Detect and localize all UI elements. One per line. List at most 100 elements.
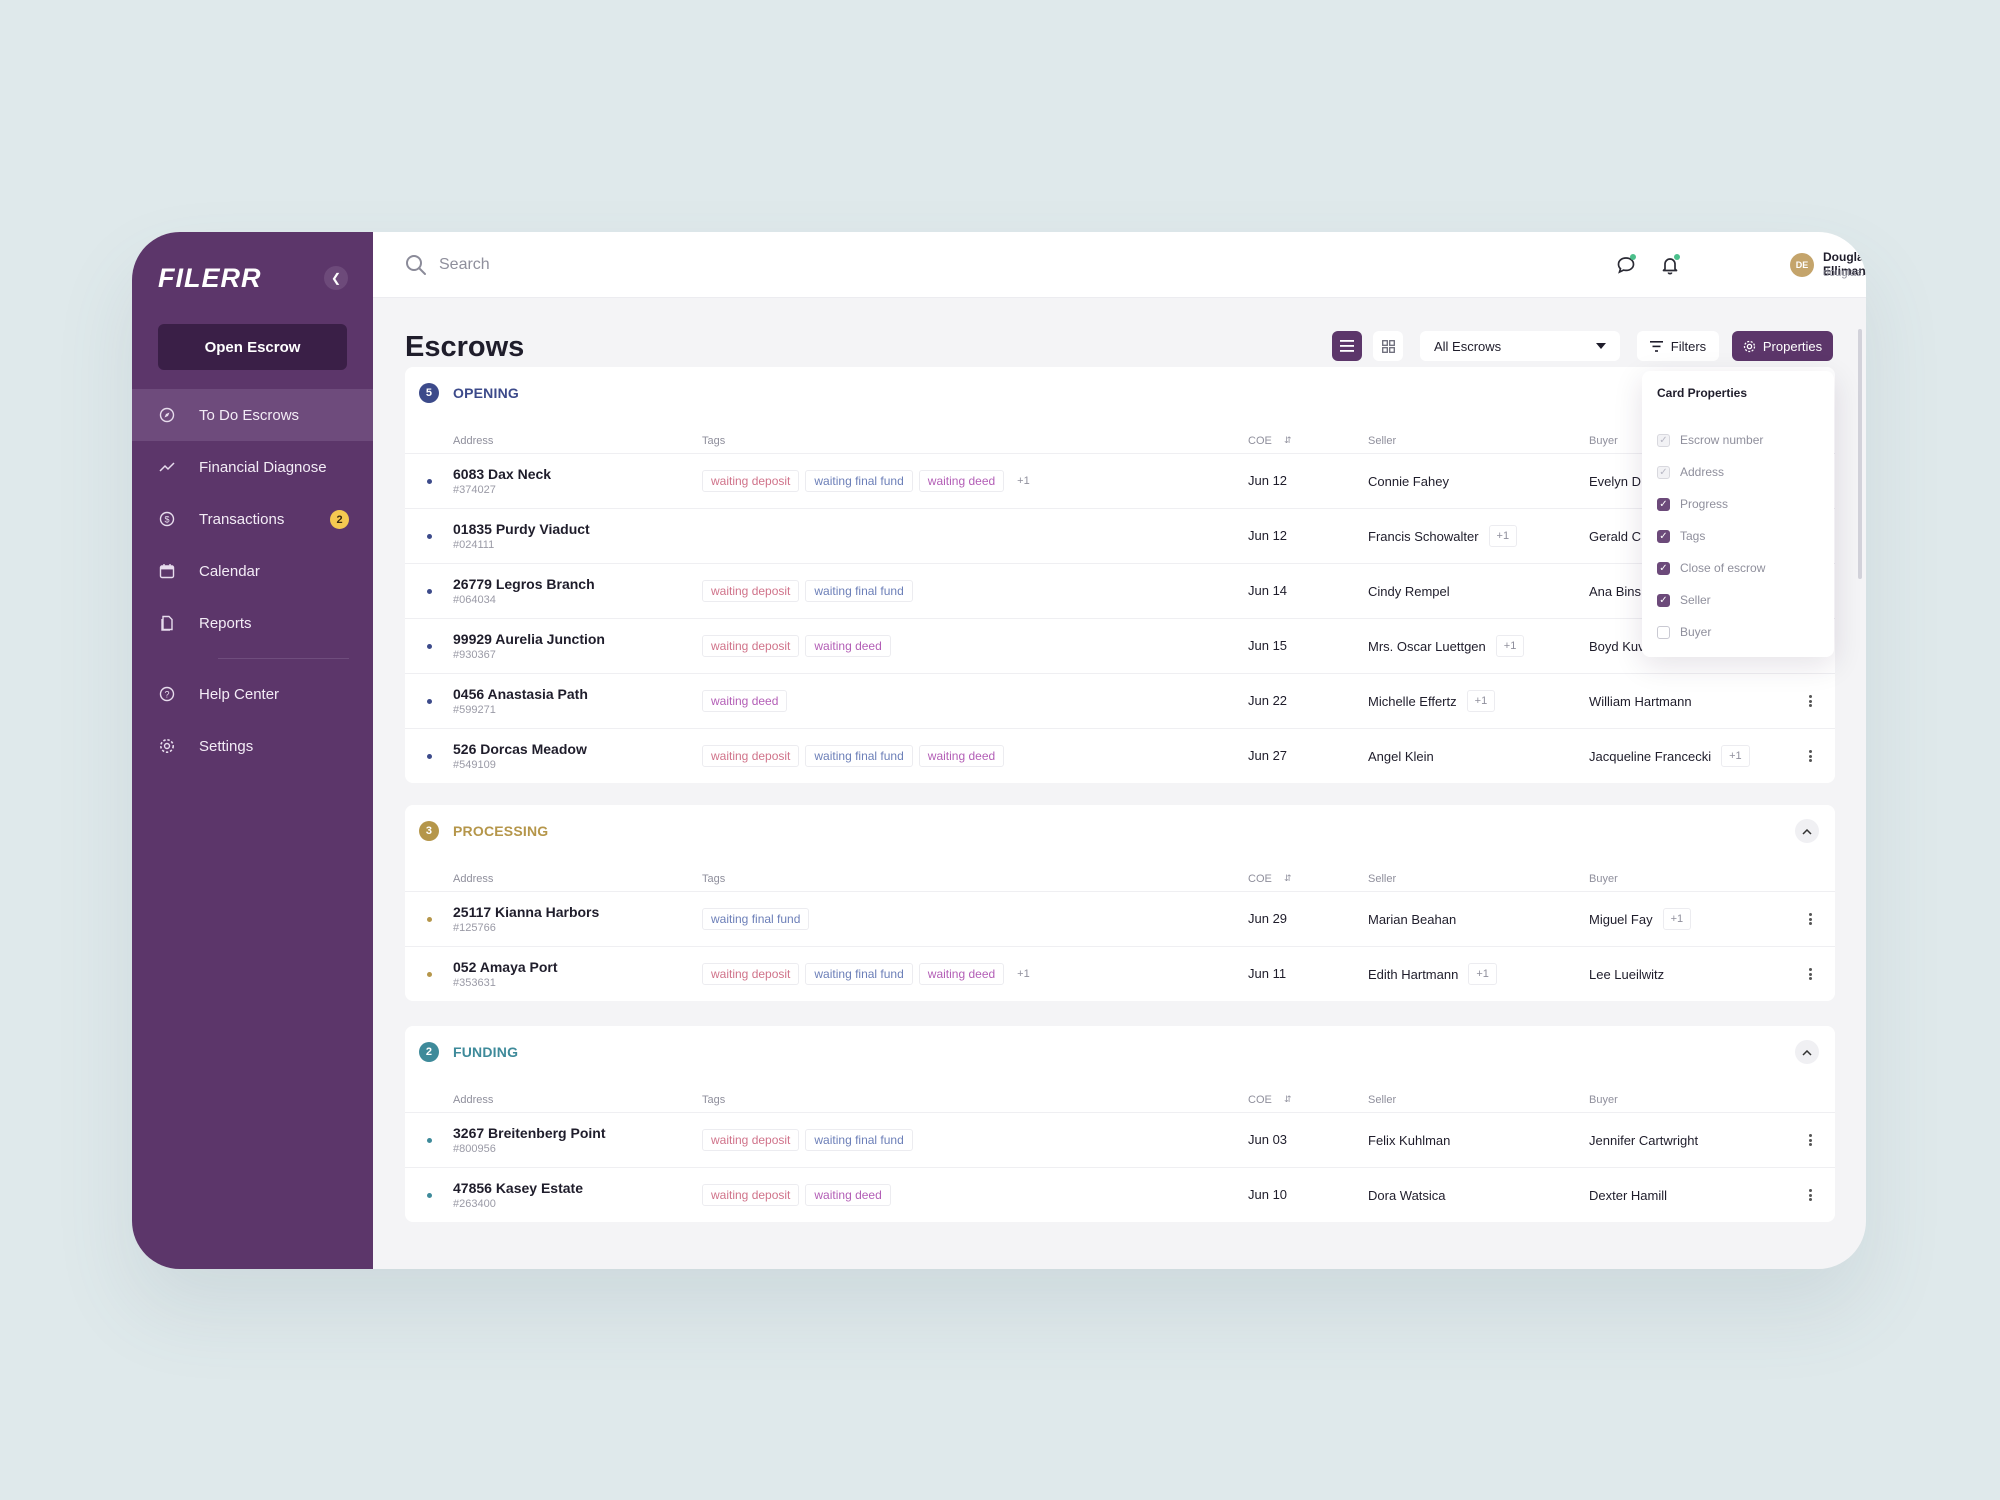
property-buyer[interactable]: Buyer — [1657, 625, 1711, 639]
transactions-count-badge: 2 — [330, 510, 349, 529]
sidebar-item-settings[interactable]: Settings — [132, 720, 373, 772]
collapse-sidebar-button[interactable]: ❮ — [324, 266, 348, 290]
filters-label: Filters — [1670, 338, 1707, 354]
gear-icon — [1743, 340, 1756, 352]
row-more-menu-button[interactable] — [1805, 1186, 1815, 1204]
row-more-menu-button[interactable] — [1805, 910, 1815, 928]
kebab-dot-icon — [1808, 968, 1812, 971]
property-close-of-escrow[interactable]: ✓ Close of escrow — [1657, 561, 1765, 575]
sidebar-item-calendar[interactable]: Calendar — [132, 545, 373, 597]
escrow-section-funding: 2 FUNDING Address Tags COE ⇵ Seller Buyer 3267 B… — [405, 1026, 1835, 1222]
column-header-seller: Seller — [1368, 435, 1397, 447]
sidebar-item-label: Help Center — [199, 685, 280, 703]
filters-button[interactable]: Filters — [1637, 331, 1719, 361]
section-header[interactable]: 2 FUNDING — [419, 1042, 518, 1062]
kebab-dot-icon — [1808, 1198, 1812, 1201]
row-close-of-escrow: Jun 12 — [1248, 528, 1288, 543]
notifications-button[interactable] — [1657, 252, 1683, 278]
sidebar-item-transactions[interactable]: $ Transactions 2 — [132, 493, 373, 545]
table-row[interactable]: 47856 Kasey Estate #263400 waiting deposit… — [405, 1167, 1835, 1221]
seller-more-count[interactable]: +1 — [1488, 525, 1518, 547]
tag-waiting-deed: waiting deed — [702, 690, 788, 712]
list-view-button[interactable] — [1332, 331, 1362, 361]
row-address: 01835 Purdy Viaduct — [453, 521, 590, 537]
escrow-filter-select[interactable]: All Escrows — [1420, 331, 1620, 361]
property-seller[interactable]: ✓ Seller — [1657, 593, 1711, 607]
property-escrow-number[interactable]: ✓ Escrow number — [1657, 433, 1763, 447]
section-header[interactable]: 5 OPENING — [419, 383, 519, 403]
checkbox[interactable] — [1657, 625, 1670, 639]
row-buyer: Evelyn D — [1589, 470, 1641, 492]
buyer-more-count[interactable]: +1 — [1662, 908, 1692, 930]
tag-waiting-final-fund: waiting final fund — [805, 1129, 913, 1151]
table-row[interactable]: 526 Dorcas Meadow #549109 waiting deposit w… — [405, 728, 1835, 782]
row-more-menu-button[interactable] — [1805, 747, 1815, 765]
buyer-name: Jennifer Cartwright — [1589, 1132, 1699, 1148]
checkbox[interactable]: ✓ — [1657, 593, 1670, 607]
table-row[interactable]: 25117 Kianna Harbors #125766 waiting final… — [405, 891, 1835, 945]
property-progress[interactable]: ✓ Progress — [1657, 497, 1728, 511]
tags-more-count[interactable]: +1 — [1017, 475, 1030, 487]
row-seller: Felix Kuhlman — [1368, 1129, 1450, 1151]
row-seller: Francis Schowalter +1 — [1368, 525, 1518, 547]
messages-button[interactable] — [1613, 252, 1639, 278]
open-escrow-button[interactable]: Open Escrow — [158, 324, 347, 370]
row-seller: Marian Beahan — [1368, 908, 1456, 930]
table-row[interactable]: 26779 Legros Branch #064034 waiting deposi… — [405, 563, 1835, 617]
chat-icon — [1617, 257, 1635, 274]
row-more-menu-button[interactable] — [1805, 965, 1815, 983]
sidebar-item-financial-diagnose[interactable]: Financial Diagnose — [132, 441, 373, 493]
sort-icon[interactable]: ⇵ — [1284, 1094, 1292, 1104]
column-header-coe[interactable]: COE — [1248, 1094, 1272, 1106]
seller-more-count[interactable]: +1 — [1495, 635, 1525, 657]
page-title: Escrows — [405, 331, 525, 363]
tag-waiting-deposit: waiting deposit — [702, 745, 800, 767]
grid-view-button[interactable] — [1373, 331, 1403, 361]
tags-more-count[interactable]: +1 — [1017, 968, 1030, 980]
row-more-menu-button[interactable] — [1805, 1131, 1815, 1149]
tag-waiting-deposit: waiting deposit — [702, 635, 800, 657]
properties-button[interactable]: Properties — [1732, 331, 1833, 361]
table-row[interactable]: 6083 Dax Neck #374027 waiting deposit waiti… — [405, 453, 1835, 507]
caret-down-icon — [1596, 343, 1606, 349]
row-more-menu-button[interactable] — [1805, 692, 1815, 710]
collapse-section-button[interactable] — [1795, 819, 1819, 843]
checkbox[interactable]: ✓ — [1657, 465, 1670, 479]
table-row[interactable]: 052 Amaya Port #353631 waiting deposit wait… — [405, 946, 1835, 1000]
table-row[interactable]: 0456 Anastasia Path #599271 waiting deed Ju… — [405, 673, 1835, 727]
collapse-section-button[interactable] — [1795, 1040, 1819, 1064]
seller-name: Dora Watsica — [1368, 1187, 1446, 1203]
row-close-of-escrow: Jun 03 — [1248, 1132, 1288, 1147]
sidebar-item-help-center[interactable]: ? Help Center — [132, 668, 373, 720]
table-row[interactable]: 99929 Aurelia Junction #930367 waiting dep… — [405, 618, 1835, 672]
property-tags[interactable]: ✓ Tags — [1657, 529, 1705, 543]
row-address: 99929 Aurelia Junction — [453, 631, 605, 647]
sort-icon[interactable]: ⇵ — [1284, 873, 1292, 883]
sidebar-item-reports[interactable]: Reports — [132, 597, 373, 649]
grid-icon — [1381, 339, 1395, 353]
property-address[interactable]: ✓ Address — [1657, 465, 1724, 479]
table-row[interactable]: 3267 Breitenberg Point #800956 waiting dep… — [405, 1112, 1835, 1166]
scrollbar[interactable] — [1858, 329, 1862, 579]
sort-icon[interactable]: ⇵ — [1284, 435, 1292, 445]
seller-more-count[interactable]: +1 — [1468, 963, 1497, 985]
checkbox[interactable]: ✓ — [1657, 497, 1670, 511]
checkbox[interactable]: ✓ — [1657, 561, 1670, 575]
section-header[interactable]: 3 PROCESSING — [419, 821, 548, 841]
table-row[interactable]: 01835 Purdy Viaduct #024111 Jun 12 Francis … — [405, 508, 1835, 562]
row-address: 3267 Breitenberg Point — [453, 1125, 606, 1141]
checkbox[interactable]: ✓ — [1657, 529, 1670, 543]
seller-more-count[interactable]: +1 — [1466, 690, 1496, 712]
search-input[interactable] — [439, 252, 839, 278]
avatar[interactable]: DE — [1790, 253, 1814, 277]
column-header-coe[interactable]: COE — [1248, 435, 1272, 447]
bell-icon — [1662, 258, 1678, 275]
row-seller: Cindy Rempel — [1368, 580, 1450, 602]
column-header-tags: Tags — [702, 1094, 726, 1106]
sidebar-item-to-do-escrows[interactable]: To Do Escrows — [132, 389, 373, 441]
buyer-more-count[interactable]: +1 — [1721, 745, 1750, 767]
column-header-coe[interactable]: COE — [1248, 873, 1272, 885]
kebab-dot-icon — [1808, 913, 1812, 916]
section-title: PROCESSING — [453, 823, 549, 839]
checkbox[interactable]: ✓ — [1657, 433, 1670, 447]
